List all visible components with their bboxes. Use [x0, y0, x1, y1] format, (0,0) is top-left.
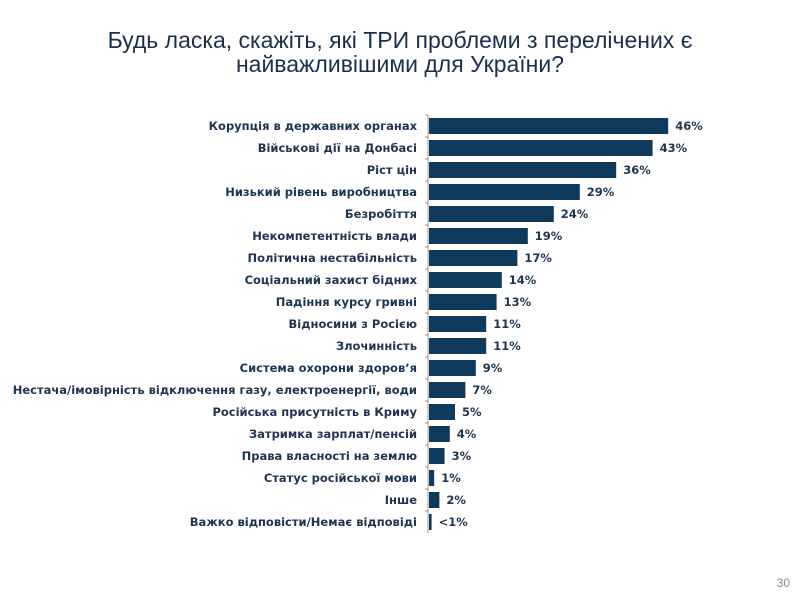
category-label: Російська присутність в Криму	[212, 405, 417, 419]
category-label: Важко відповісти/Немає відповіді	[190, 515, 417, 529]
chart-title-line-2: найважливішими для України?	[235, 51, 565, 77]
bar	[429, 118, 669, 134]
category-label: Політична нестабільність	[247, 251, 417, 265]
data-label: 11%	[493, 317, 521, 331]
data-label: 1%	[441, 471, 461, 485]
bar	[429, 382, 466, 398]
category-label: Некомпетентність влади	[252, 229, 417, 243]
category-label: Система охорони здоров’я	[240, 361, 417, 375]
chart-title-line-1: Будь ласка, скажіть, які ТРИ проблеми з …	[107, 27, 693, 53]
data-label: 7%	[472, 383, 492, 397]
category-label: Нестача/імовірність відключення газу, ел…	[13, 383, 417, 397]
data-label: 29%	[587, 185, 615, 199]
data-label: 19%	[535, 229, 563, 243]
bar	[429, 316, 487, 332]
data-label: 5%	[462, 405, 482, 419]
bar	[429, 228, 528, 244]
data-label: 43%	[660, 141, 688, 155]
bar	[429, 294, 497, 310]
bar	[429, 184, 580, 200]
data-label: 24%	[561, 207, 589, 221]
category-label: Затримка зарплат/пенсій	[249, 427, 417, 441]
data-label: 4%	[457, 427, 477, 441]
data-label: 3%	[452, 449, 472, 463]
data-label: 13%	[504, 295, 532, 309]
bar	[429, 338, 487, 354]
data-label: <1%	[439, 515, 469, 529]
bar	[429, 206, 554, 222]
data-label: 9%	[483, 361, 503, 375]
category-label: Інше	[385, 493, 417, 507]
page-number: 30	[776, 576, 790, 590]
bar	[429, 514, 432, 530]
data-label: 11%	[493, 339, 521, 353]
category-label: Корупція в державних органах	[209, 119, 418, 133]
bar	[429, 448, 445, 464]
category-label: Відносини з Росією	[289, 317, 418, 331]
bar	[429, 162, 617, 178]
bar	[429, 470, 435, 486]
category-label: Низький рівень виробництва	[225, 185, 417, 199]
category-label: Злочинність	[336, 339, 417, 353]
category-label: Ріст цін	[367, 163, 417, 177]
category-label: Безробіття	[345, 207, 417, 221]
category-label: Статус російської мови	[264, 471, 417, 485]
category-label: Падіння курсу гривні	[276, 295, 417, 309]
bar	[429, 492, 440, 508]
bar	[429, 360, 476, 376]
category-label: Права власності на землю	[242, 449, 417, 463]
category-label: Військові дії на Донбасі	[258, 141, 417, 155]
bar	[429, 140, 653, 156]
chart-title: Будь ласка, скажіть, які ТРИ проблеми з …	[0, 28, 800, 76]
bar	[429, 426, 450, 442]
data-label: 2%	[446, 493, 466, 507]
category-label: Соціальний захист бідних	[245, 273, 418, 287]
data-label: 14%	[509, 273, 537, 287]
bar	[429, 250, 518, 266]
data-label: 46%	[675, 119, 703, 133]
bar	[429, 404, 455, 420]
bar	[429, 272, 502, 288]
data-label: 36%	[623, 163, 651, 177]
data-label: 17%	[524, 251, 552, 265]
